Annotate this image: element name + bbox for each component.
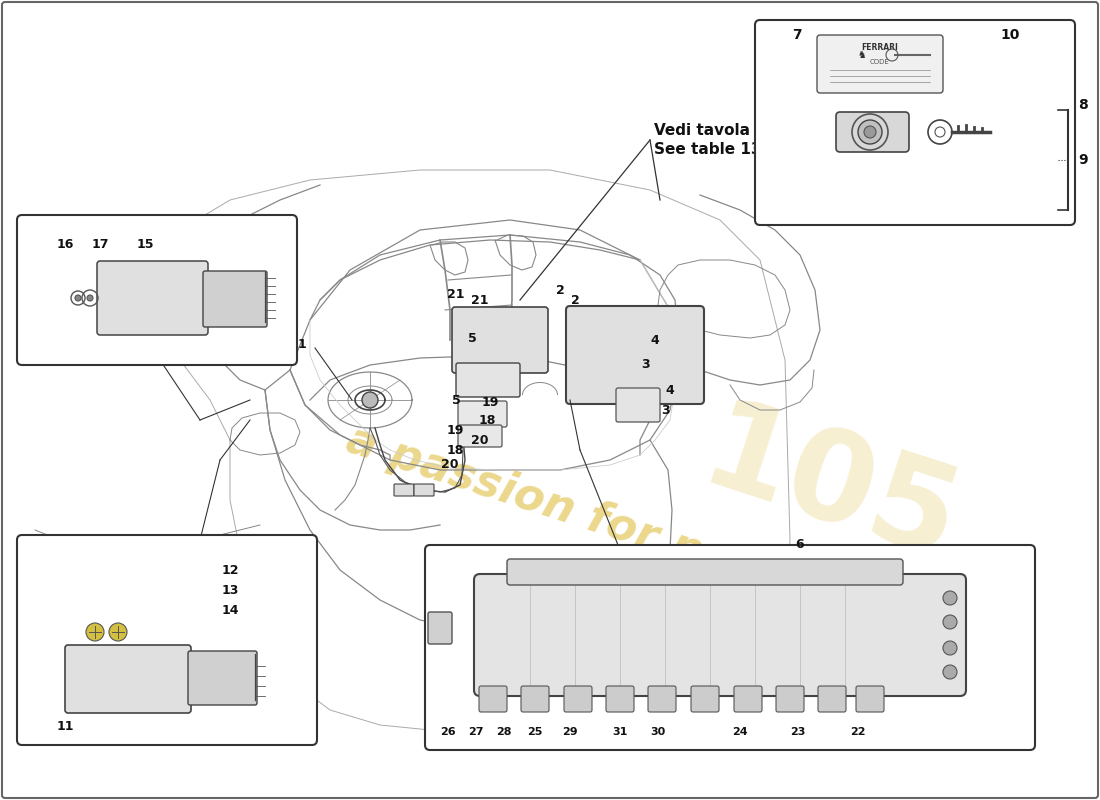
Text: 15: 15 [136,238,154,251]
Text: 20: 20 [471,434,488,446]
Text: 23: 23 [790,727,805,737]
Circle shape [943,641,957,655]
Text: 19: 19 [482,395,498,409]
Text: 4: 4 [650,334,659,346]
Text: 22: 22 [850,727,866,737]
FancyBboxPatch shape [755,20,1075,225]
FancyBboxPatch shape [65,645,191,713]
Text: 2: 2 [556,283,564,297]
FancyBboxPatch shape [616,388,660,422]
FancyBboxPatch shape [97,261,208,335]
Circle shape [943,591,957,605]
FancyBboxPatch shape [818,686,846,712]
Text: 16: 16 [56,238,74,251]
FancyBboxPatch shape [817,35,943,93]
Circle shape [943,615,957,629]
FancyBboxPatch shape [648,686,676,712]
Text: 1: 1 [298,338,307,351]
Text: 14: 14 [222,603,240,617]
Text: 29: 29 [562,727,578,737]
Text: 3: 3 [661,403,669,417]
FancyBboxPatch shape [425,545,1035,750]
Text: 105: 105 [688,392,972,588]
FancyBboxPatch shape [456,363,520,397]
FancyBboxPatch shape [691,686,719,712]
Text: 2: 2 [571,294,580,306]
Circle shape [943,665,957,679]
Text: 28: 28 [496,727,512,737]
Text: 21: 21 [471,294,488,306]
Text: 10: 10 [1000,28,1020,42]
Text: 21: 21 [448,289,464,302]
Text: 5: 5 [452,394,461,406]
Text: 8: 8 [1078,98,1088,112]
Text: 18: 18 [478,414,496,426]
Circle shape [86,623,104,641]
FancyBboxPatch shape [414,484,435,496]
Circle shape [362,392,378,408]
Text: 5: 5 [468,331,476,345]
Text: 12: 12 [222,563,240,577]
Text: 7: 7 [792,28,802,42]
Text: 13: 13 [222,583,240,597]
FancyBboxPatch shape [507,559,903,585]
FancyBboxPatch shape [458,401,507,427]
FancyBboxPatch shape [16,215,297,365]
Text: ♞: ♞ [858,50,867,60]
Text: 30: 30 [650,727,666,737]
FancyBboxPatch shape [606,686,634,712]
Text: 6: 6 [795,538,804,551]
FancyBboxPatch shape [566,306,704,404]
FancyBboxPatch shape [836,112,909,152]
Circle shape [858,120,882,144]
FancyBboxPatch shape [564,686,592,712]
FancyBboxPatch shape [204,271,267,327]
Circle shape [864,126,876,138]
Text: CODE: CODE [870,59,890,65]
Text: a passion for parts: a passion for parts [341,418,803,606]
FancyBboxPatch shape [734,686,762,712]
FancyBboxPatch shape [188,651,257,705]
Text: 9: 9 [1078,153,1088,167]
FancyBboxPatch shape [856,686,884,712]
Circle shape [87,295,94,301]
Text: 27: 27 [469,727,484,737]
Text: FERRARI: FERRARI [861,43,899,53]
FancyBboxPatch shape [428,612,452,644]
FancyBboxPatch shape [478,686,507,712]
Text: 4: 4 [666,383,674,397]
FancyBboxPatch shape [458,425,502,447]
Text: 17: 17 [91,238,109,251]
Circle shape [75,295,81,301]
FancyBboxPatch shape [394,484,414,496]
Text: 24: 24 [733,727,748,737]
FancyBboxPatch shape [16,535,317,745]
FancyBboxPatch shape [521,686,549,712]
Text: 31: 31 [613,727,628,737]
Text: 26: 26 [440,727,455,737]
Circle shape [109,623,126,641]
FancyBboxPatch shape [776,686,804,712]
Text: 25: 25 [527,727,542,737]
Text: Vedi tavola 133
See table 133: Vedi tavola 133 See table 133 [654,122,788,158]
Text: 20: 20 [441,458,459,471]
Text: 11: 11 [56,721,74,734]
FancyBboxPatch shape [474,574,966,696]
Text: 19: 19 [447,423,464,437]
Text: 3: 3 [640,358,649,371]
FancyBboxPatch shape [452,307,548,373]
Text: 18: 18 [447,443,464,457]
